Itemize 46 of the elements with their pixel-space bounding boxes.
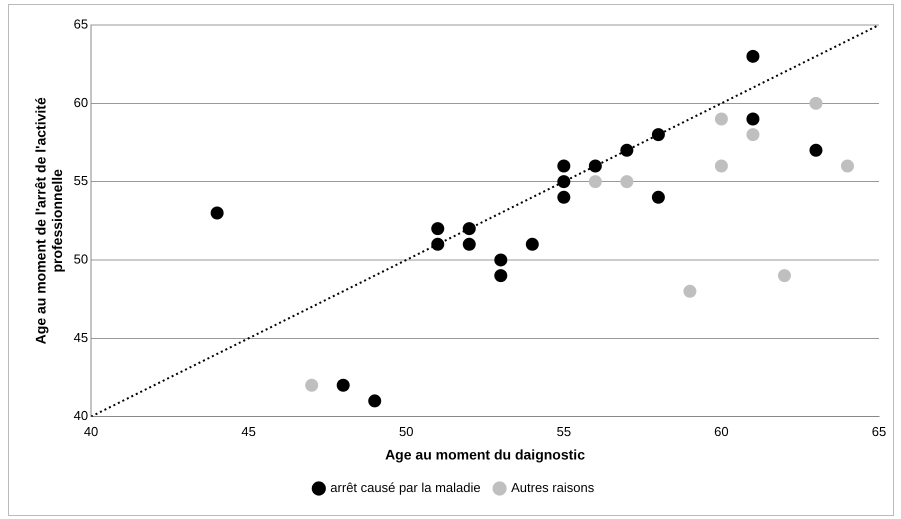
- point: [620, 175, 634, 188]
- y-tick-label: 55: [74, 173, 88, 188]
- point: [462, 238, 476, 251]
- point: [588, 175, 602, 188]
- point: [557, 159, 570, 172]
- point: [652, 190, 665, 204]
- point: [494, 269, 508, 282]
- point: [809, 144, 822, 157]
- point: [746, 50, 760, 63]
- x-tick-label: 40: [84, 424, 98, 439]
- point: [620, 144, 634, 157]
- x-tick-label: 45: [241, 424, 256, 439]
- point: [652, 128, 665, 142]
- x-axis-title: Age au moment du daignostic: [385, 446, 586, 462]
- point: [210, 206, 224, 220]
- y-tick-label: 60: [74, 94, 88, 110]
- point: [462, 222, 476, 236]
- point: [431, 238, 444, 251]
- y-tick-label: 40: [74, 408, 88, 424]
- point: [809, 96, 822, 110]
- point: [494, 253, 508, 266]
- point: [588, 159, 602, 172]
- point: [840, 159, 854, 172]
- point: [305, 378, 318, 392]
- y-axis-title: Age au moment de l'arrêt de l'activité professionnelle: [32, 97, 66, 344]
- x-tick-label: 50: [399, 424, 414, 439]
- point: [557, 190, 570, 204]
- point: [714, 159, 728, 172]
- point: [336, 378, 350, 392]
- point: [714, 112, 728, 126]
- point: [431, 222, 444, 236]
- point: [557, 175, 570, 188]
- y-tick-label: 50: [74, 252, 88, 267]
- x-tick-label: 65: [872, 424, 886, 439]
- y-tick-label: 65: [74, 16, 88, 32]
- legend-label: arrêt causé par la maladie: [330, 480, 481, 496]
- point: [778, 269, 791, 282]
- x-tick-label: 60: [714, 424, 729, 439]
- point: [683, 284, 696, 298]
- legend-label: Autres raisons: [511, 480, 595, 496]
- x-tick-label: 55: [556, 424, 572, 439]
- point: [746, 128, 760, 142]
- point: [368, 394, 382, 408]
- point: [526, 238, 539, 251]
- y-tick-label: 45: [74, 330, 88, 345]
- point: [746, 112, 760, 126]
